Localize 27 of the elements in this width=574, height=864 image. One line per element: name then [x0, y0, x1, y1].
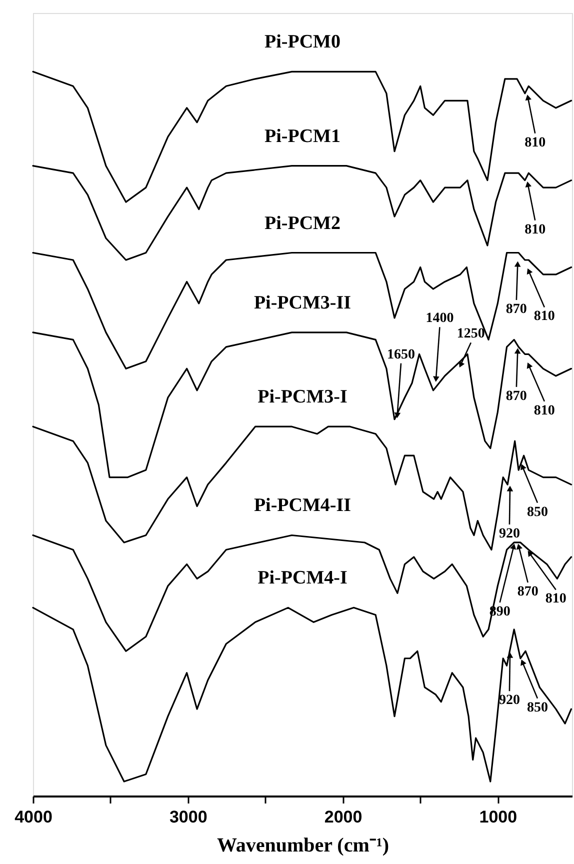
x-tick-label: 3000 [169, 808, 208, 826]
annotation: 850 [526, 504, 548, 520]
annotation: 810 [524, 135, 546, 150]
annotation: 810 [534, 309, 555, 324]
series-label: Pi-PCM3-I [258, 386, 348, 408]
x-axis-title: Wavenumber (cm⁻¹) [216, 834, 390, 856]
annotation: 870 [506, 302, 527, 317]
series-label: Pi-PCM1 [264, 126, 340, 147]
series-label: Pi-PCM3-II [254, 292, 352, 314]
annotation: 1400 [426, 311, 454, 326]
series-label: Pi-PCM2 [264, 212, 340, 234]
annotation: 1650 [386, 347, 415, 362]
annotation: 850 [526, 700, 548, 716]
annotation: 810 [534, 403, 555, 418]
x-tick-label: 1000 [479, 808, 518, 826]
annotation: 870 [506, 388, 527, 404]
series-label: Pi-PCM4-I [258, 568, 348, 589]
series-label: Pi-PCM0 [264, 32, 340, 53]
annotation: 870 [517, 584, 538, 600]
x-tick-label: 2000 [324, 808, 362, 826]
annotation: 920 [498, 526, 520, 542]
series-label: Pi-PCM4-II [254, 495, 352, 516]
annotation: 810 [524, 222, 546, 238]
annotation: 920 [498, 693, 520, 708]
x-tick-label: 4000 [14, 808, 52, 826]
annotation: 1250 [456, 326, 485, 342]
annotation: 810 [545, 592, 566, 607]
